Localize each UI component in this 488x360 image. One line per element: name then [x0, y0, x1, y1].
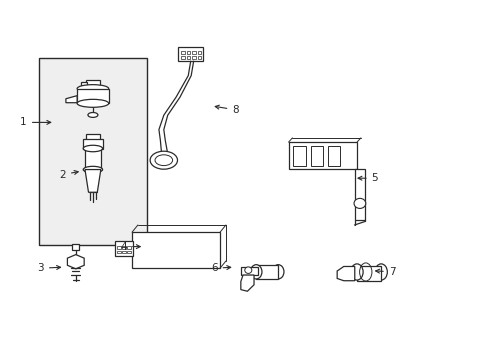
Bar	[72, 244, 79, 251]
Ellipse shape	[77, 99, 108, 107]
Polygon shape	[66, 96, 77, 103]
Bar	[81, 82, 87, 86]
Bar	[293, 146, 305, 166]
Bar	[178, 47, 203, 61]
Bar	[240, 267, 258, 275]
Bar	[186, 51, 190, 54]
Bar	[117, 251, 121, 253]
Bar	[127, 246, 130, 249]
Polygon shape	[67, 255, 84, 269]
Bar	[192, 56, 195, 59]
Bar	[127, 251, 130, 253]
Polygon shape	[85, 170, 101, 192]
Bar	[86, 80, 100, 88]
Bar	[197, 51, 201, 54]
Ellipse shape	[353, 198, 365, 208]
Bar	[310, 146, 322, 166]
Bar	[117, 246, 121, 249]
Ellipse shape	[77, 85, 108, 93]
Bar	[192, 51, 195, 54]
Bar	[86, 134, 100, 140]
Ellipse shape	[83, 166, 102, 173]
Text: 2: 2	[59, 170, 78, 180]
Ellipse shape	[350, 264, 363, 280]
Bar	[132, 232, 220, 268]
Ellipse shape	[272, 265, 284, 279]
Bar	[186, 56, 190, 59]
Ellipse shape	[250, 265, 262, 279]
Text: 7: 7	[375, 267, 395, 277]
Text: 5: 5	[357, 173, 378, 183]
Bar	[356, 266, 381, 281]
Bar	[39, 58, 146, 245]
Ellipse shape	[150, 151, 177, 169]
Text: 8: 8	[215, 105, 239, 115]
Text: 4: 4	[120, 242, 140, 252]
Polygon shape	[240, 275, 254, 291]
Ellipse shape	[88, 112, 98, 117]
Bar	[122, 246, 125, 249]
Bar	[85, 148, 101, 170]
Bar	[327, 146, 339, 166]
Bar	[122, 251, 125, 253]
Bar	[256, 265, 278, 279]
Text: 3: 3	[37, 263, 61, 273]
Bar	[115, 241, 133, 256]
Ellipse shape	[374, 264, 386, 280]
Ellipse shape	[244, 267, 251, 274]
Bar	[197, 56, 201, 59]
Bar	[181, 56, 184, 59]
Ellipse shape	[83, 145, 102, 152]
Bar	[83, 139, 102, 148]
Text: 6: 6	[210, 263, 230, 273]
Bar	[77, 89, 108, 103]
Bar	[354, 169, 365, 220]
Ellipse shape	[155, 155, 172, 166]
Text: 1: 1	[20, 117, 51, 127]
Bar	[288, 142, 356, 169]
Bar	[181, 51, 184, 54]
Polygon shape	[337, 266, 354, 281]
